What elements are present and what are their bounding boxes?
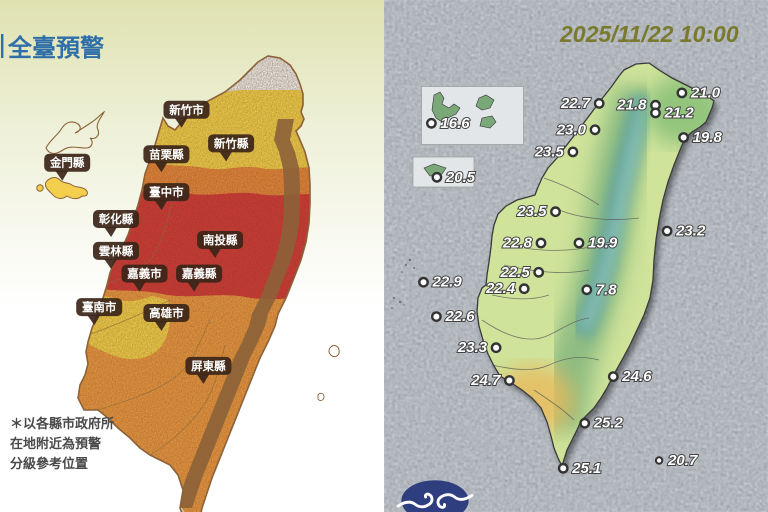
svg-text:嘉義縣: 嘉義縣 xyxy=(181,267,217,281)
svg-text:24.7: 24.7 xyxy=(470,372,501,389)
svg-text:7.8: 7.8 xyxy=(596,281,618,298)
svg-text:新竹市: 新竹市 xyxy=(169,103,204,117)
svg-text:南投縣: 南投縣 xyxy=(203,233,238,247)
svg-text:16.6: 16.6 xyxy=(440,115,470,132)
svg-text:23.3: 23.3 xyxy=(457,339,488,356)
svg-text:彰化縣: 彰化縣 xyxy=(99,212,134,226)
svg-text:19.8: 19.8 xyxy=(693,129,723,146)
svg-text:21.8: 21.8 xyxy=(616,97,647,114)
svg-text:20.7: 20.7 xyxy=(667,452,698,469)
svg-text:19.9: 19.9 xyxy=(588,235,618,252)
svg-text:苗栗縣: 苗栗縣 xyxy=(149,147,184,161)
svg-text:22.4: 22.4 xyxy=(485,280,516,297)
svg-text:25.2: 25.2 xyxy=(593,415,624,432)
svg-text:屏東縣: 屏東縣 xyxy=(191,359,226,373)
svg-text:2025/11/22 10:00: 2025/11/22 10:00 xyxy=(559,21,739,47)
svg-text:25.1: 25.1 xyxy=(571,460,601,477)
svg-text:新竹縣: 新竹縣 xyxy=(214,136,249,150)
svg-text:金門縣: 金門縣 xyxy=(49,156,85,170)
svg-text:臺南市: 臺南市 xyxy=(82,300,117,314)
svg-text:24.6: 24.6 xyxy=(621,368,652,385)
svg-text:22.8: 22.8 xyxy=(502,235,533,252)
svg-text:20.5: 20.5 xyxy=(445,169,476,186)
svg-text:＊以各縣市政府所: ＊以各縣市政府所 xyxy=(10,416,114,431)
svg-text:全臺預警: 全臺預警 xyxy=(7,34,104,62)
svg-text:嘉義市: 嘉義市 xyxy=(126,267,162,281)
svg-text:臺中市: 臺中市 xyxy=(149,185,184,199)
svg-text:分級參考位置: 分級參考位置 xyxy=(10,456,88,471)
svg-text:22.9: 22.9 xyxy=(432,274,463,291)
svg-text:23.5: 23.5 xyxy=(534,143,565,160)
svg-text:在地附近為預警: 在地附近為預警 xyxy=(10,436,101,451)
svg-text:22.7: 22.7 xyxy=(560,95,591,112)
svg-text:21.0: 21.0 xyxy=(690,84,721,101)
svg-text:雲林縣: 雲林縣 xyxy=(99,244,134,258)
svg-text:22.6: 22.6 xyxy=(444,308,475,325)
svg-text:高雄市: 高雄市 xyxy=(149,306,184,320)
svg-text:23.2: 23.2 xyxy=(675,223,706,240)
svg-text:21.2: 21.2 xyxy=(664,104,695,121)
svg-text:23.0: 23.0 xyxy=(556,121,587,138)
svg-text:22.5: 22.5 xyxy=(499,264,530,281)
svg-text:23.5: 23.5 xyxy=(516,203,547,220)
